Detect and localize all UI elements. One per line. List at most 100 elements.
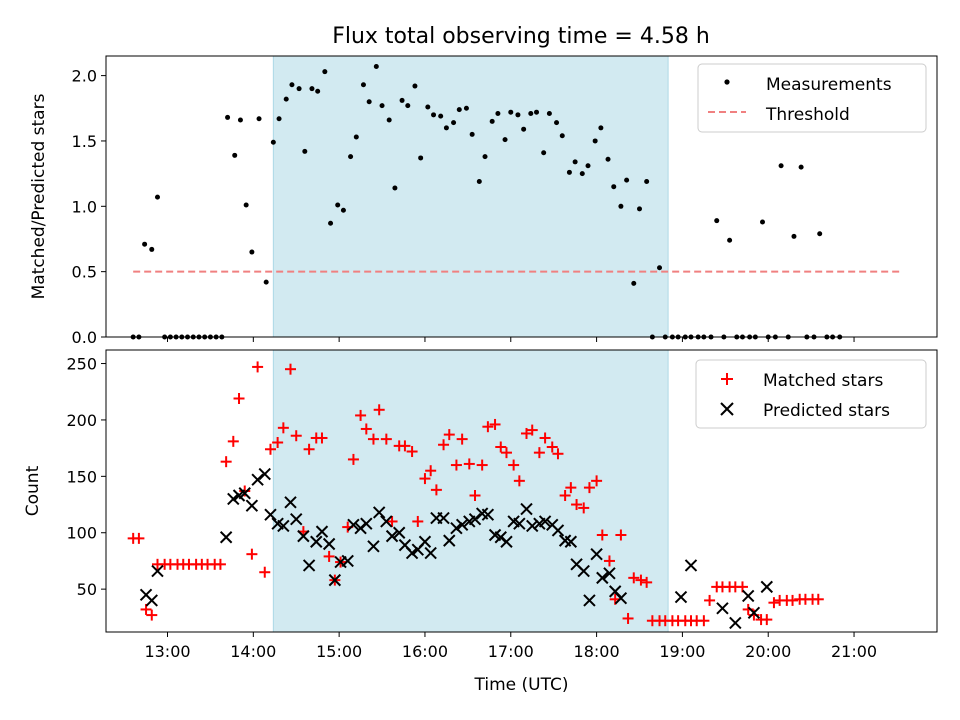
predicted-star-point [372, 506, 386, 519]
measurement-point [566, 169, 572, 175]
measurement-point [328, 220, 334, 226]
measurement-point [657, 265, 663, 271]
predicted-star-point [290, 512, 303, 526]
measurement-point [798, 164, 804, 170]
predicted-star-point [500, 535, 513, 548]
matched-star-point [285, 363, 297, 375]
measurement-point [412, 83, 418, 89]
measurement-point [585, 163, 591, 169]
matched-star-point [290, 430, 302, 442]
measurement-point [353, 134, 359, 140]
measurement-point [521, 126, 527, 132]
matched-star-point [380, 433, 392, 445]
predicted-star-point [468, 512, 482, 526]
matched-star-point [419, 473, 431, 485]
predicted-star-point [347, 518, 360, 532]
predicted-star-point [315, 525, 329, 538]
measurement-point [451, 120, 457, 126]
measurement-point [296, 86, 302, 92]
measurement-point [495, 111, 501, 117]
measurement-point [256, 116, 262, 122]
matched-star-point [360, 423, 372, 435]
measurement-point [379, 103, 385, 109]
measurement-point [605, 156, 611, 162]
matched-star-point [252, 361, 264, 373]
matched-star-point [272, 436, 284, 448]
measurement-point [502, 137, 508, 143]
x-axis-label: Time (UTC) [474, 675, 569, 695]
x-tick-label: 13:00 [144, 642, 190, 661]
matched-star-point [469, 490, 481, 502]
matched-star-point [787, 594, 799, 606]
measurement-point [559, 133, 565, 139]
matched-star-point [430, 484, 442, 496]
predicted-star-point [277, 519, 290, 533]
measurement-point [611, 184, 617, 190]
measurement-point [340, 207, 346, 213]
bottom-y-tick-label: 100 [66, 524, 97, 543]
matched-star-point [443, 429, 455, 441]
measurement-point [263, 279, 269, 285]
matched-star-point [583, 482, 595, 494]
measurement-point [727, 237, 733, 243]
ratio-subplot: 0.0 0.5 1.0 1.5 2.0 Matched/Predicted stars [29, 55, 938, 347]
predicted-star-point [747, 606, 761, 620]
measurement-point [276, 116, 282, 122]
measurement-point [425, 104, 431, 110]
predicted-legend-label: Predicted stars [763, 401, 890, 421]
matched-star-point [316, 432, 328, 444]
measurement-point [373, 63, 379, 69]
measurement-point [624, 177, 630, 183]
predicted-star-point [284, 496, 297, 509]
matched-star-point [140, 603, 152, 615]
predicted-star-point [367, 540, 380, 553]
measurement-legend-marker [724, 79, 730, 85]
matched-star-point [220, 456, 232, 468]
matched-star-point [246, 548, 258, 560]
predicted-star-point [238, 487, 251, 500]
matched-star-point [812, 593, 824, 605]
measurement-point [232, 152, 238, 158]
measurement-point [636, 206, 642, 212]
predicted-star-point [443, 534, 456, 547]
predicted-star-point [219, 531, 233, 544]
predicted-star-point [310, 535, 323, 548]
measurement-point [618, 203, 624, 209]
predicted-star-point [380, 515, 393, 528]
bottom-y-tick-label: 150 [66, 467, 97, 486]
measurement-point [309, 86, 315, 92]
matched-star-point [227, 435, 239, 447]
measurement-points [130, 63, 843, 340]
measurement-point [283, 96, 289, 102]
predicted-star-point [405, 546, 419, 560]
measurement-point [456, 107, 462, 113]
predicted-star-point [302, 559, 316, 572]
predicted-star-point [741, 589, 755, 603]
measurement-point [541, 150, 547, 156]
x-tick-label: 14:00 [230, 642, 276, 661]
top-y-tick-label: 1.5 [72, 132, 97, 151]
bottom-x-axis-ticks: 13:00 14:00 15:00 16:00 17:00 18:00 19:00 20:00… [144, 632, 877, 661]
predicted-star-point [614, 591, 628, 605]
top-y-axis-label: Matched/Predicted stars [29, 93, 49, 299]
bottom-y-tick-label: 250 [66, 355, 97, 374]
predicted-star-point [341, 554, 354, 568]
x-tick-label: 19:00 [659, 642, 705, 661]
measurement-point [335, 202, 341, 208]
matched-star-point [489, 418, 501, 430]
observing-window-shade-top [272, 55, 669, 338]
measurement-point [508, 109, 514, 115]
measurement-point [315, 88, 321, 94]
predicted-star-point [481, 508, 495, 521]
matched-star-point [521, 427, 533, 439]
measurement-point [154, 194, 160, 200]
measurement-point [443, 125, 449, 131]
measurement-legend-label: Measurements [766, 75, 892, 95]
matched-legend-marker [721, 373, 733, 385]
matched-star-point [635, 574, 647, 586]
predicted-star-point [418, 535, 432, 548]
measurement-point [348, 154, 354, 160]
matched-star-point [347, 453, 359, 465]
measurement-point [386, 117, 392, 123]
measurement-point [631, 280, 637, 286]
